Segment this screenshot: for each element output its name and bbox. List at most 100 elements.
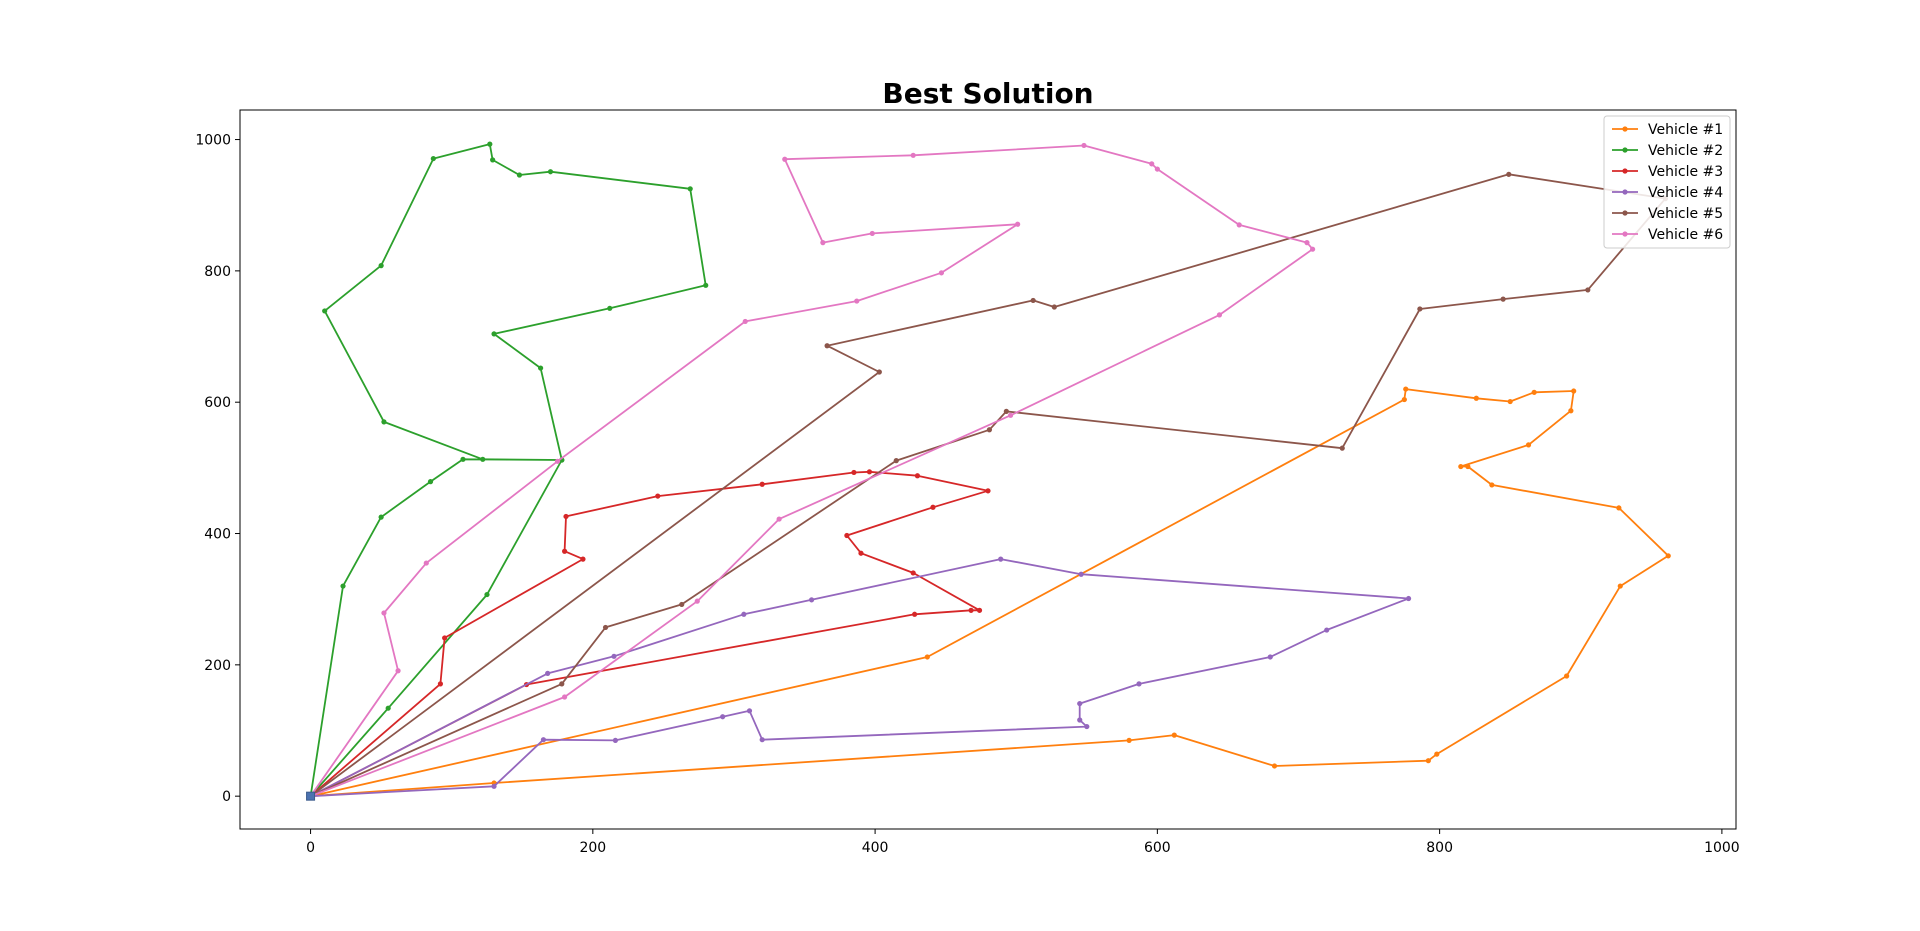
route-point	[1271, 763, 1278, 769]
legend: Vehicle #1 Vehicle #2 Vehicle #3 Vehicle #4…	[1603, 115, 1731, 249]
route-point	[580, 556, 586, 562]
route-point	[1473, 395, 1479, 401]
legend-label: Vehicle #4	[1648, 185, 1723, 201]
route-point	[491, 331, 497, 337]
route-point	[1149, 161, 1155, 167]
route-point	[1003, 408, 1009, 414]
route-point	[1506, 171, 1512, 177]
legend-item: Vehicle #6	[1612, 227, 1723, 243]
route-point	[1078, 571, 1084, 577]
legend-marker	[1622, 168, 1628, 174]
route-point	[1405, 595, 1412, 602]
route-point	[1425, 758, 1431, 764]
route-point	[938, 270, 945, 276]
legend-item: Vehicle #4	[1612, 185, 1723, 201]
route-point	[854, 298, 860, 304]
axes: 0 200 400 600 800 1000 0 200 400 600 800 1000	[195, 109, 1740, 856]
route-point	[1126, 737, 1132, 743]
route-point	[562, 548, 568, 554]
route-point	[703, 282, 709, 288]
route-point	[487, 141, 493, 147]
route-point	[340, 583, 346, 589]
route-point	[612, 737, 619, 743]
route-point	[442, 635, 448, 641]
route-point	[759, 737, 765, 743]
y-tick-label: 800	[204, 264, 231, 280]
route-point	[378, 514, 384, 520]
route-point	[1465, 463, 1471, 470]
route-point	[986, 427, 993, 433]
x-tick-label: 400	[862, 840, 889, 856]
route-point	[1417, 306, 1423, 312]
route-point	[538, 365, 544, 371]
route-point	[1568, 408, 1574, 414]
route-point	[607, 305, 613, 311]
route-point	[545, 670, 551, 676]
route-point	[914, 473, 921, 479]
route-point	[776, 516, 782, 522]
route-point	[679, 601, 685, 608]
route-point	[423, 560, 429, 566]
route-point	[1489, 482, 1495, 488]
series-layer	[306, 141, 1671, 801]
route-point	[385, 705, 391, 711]
route-point	[547, 169, 554, 175]
route-point	[554, 458, 561, 464]
route-point	[694, 598, 700, 604]
route-point	[1171, 732, 1177, 738]
route-point	[1401, 396, 1407, 403]
x-tick-label: 200	[579, 840, 606, 856]
legend-box	[1603, 115, 1731, 249]
route-point	[1403, 386, 1409, 392]
route-point	[460, 456, 466, 462]
route-point	[1051, 304, 1057, 310]
route-point	[1531, 389, 1537, 395]
legend-item: Vehicle #1	[1612, 122, 1723, 138]
axes-frame	[239, 109, 1737, 830]
legend-marker	[1622, 147, 1628, 153]
route-point	[930, 504, 936, 510]
route-point	[381, 610, 387, 616]
route-point	[746, 708, 753, 714]
route-point	[866, 469, 873, 475]
route-point	[1216, 312, 1223, 318]
route-point	[1500, 296, 1506, 302]
route-point	[484, 591, 490, 598]
route-point	[1617, 583, 1623, 589]
route-point	[1236, 222, 1242, 228]
route-point	[820, 240, 826, 246]
route-point	[516, 172, 523, 178]
route-point	[741, 611, 747, 617]
route-point	[759, 481, 765, 487]
legend-item: Vehicle #5	[1612, 206, 1723, 222]
route-point	[1507, 398, 1513, 405]
route-point	[1525, 442, 1532, 448]
route-point	[655, 493, 661, 499]
route-point	[1434, 751, 1440, 757]
route-point	[742, 318, 748, 325]
route-point	[540, 737, 547, 743]
x-tick-label: 0	[306, 840, 315, 856]
route-point	[1077, 717, 1083, 723]
route-point	[808, 597, 815, 603]
y-tick-label: 600	[204, 395, 231, 411]
route-point	[782, 156, 788, 162]
route-point	[893, 458, 899, 464]
chart-title: Best Solution	[882, 77, 1093, 110]
route-point	[1154, 166, 1160, 172]
route-point	[322, 308, 328, 314]
x-tick-label: 800	[1426, 840, 1453, 856]
route-point	[1571, 388, 1577, 394]
depot-marker	[306, 791, 316, 801]
route-point	[602, 624, 609, 631]
route-point	[1267, 654, 1273, 660]
route-point	[910, 570, 916, 576]
route-vehicle-5	[307, 171, 1669, 799]
route-point	[1616, 505, 1622, 511]
route-point	[1304, 240, 1310, 246]
route-point	[687, 186, 693, 192]
route-point	[985, 488, 991, 494]
legend-marker	[1622, 189, 1628, 195]
route-point	[562, 694, 568, 700]
